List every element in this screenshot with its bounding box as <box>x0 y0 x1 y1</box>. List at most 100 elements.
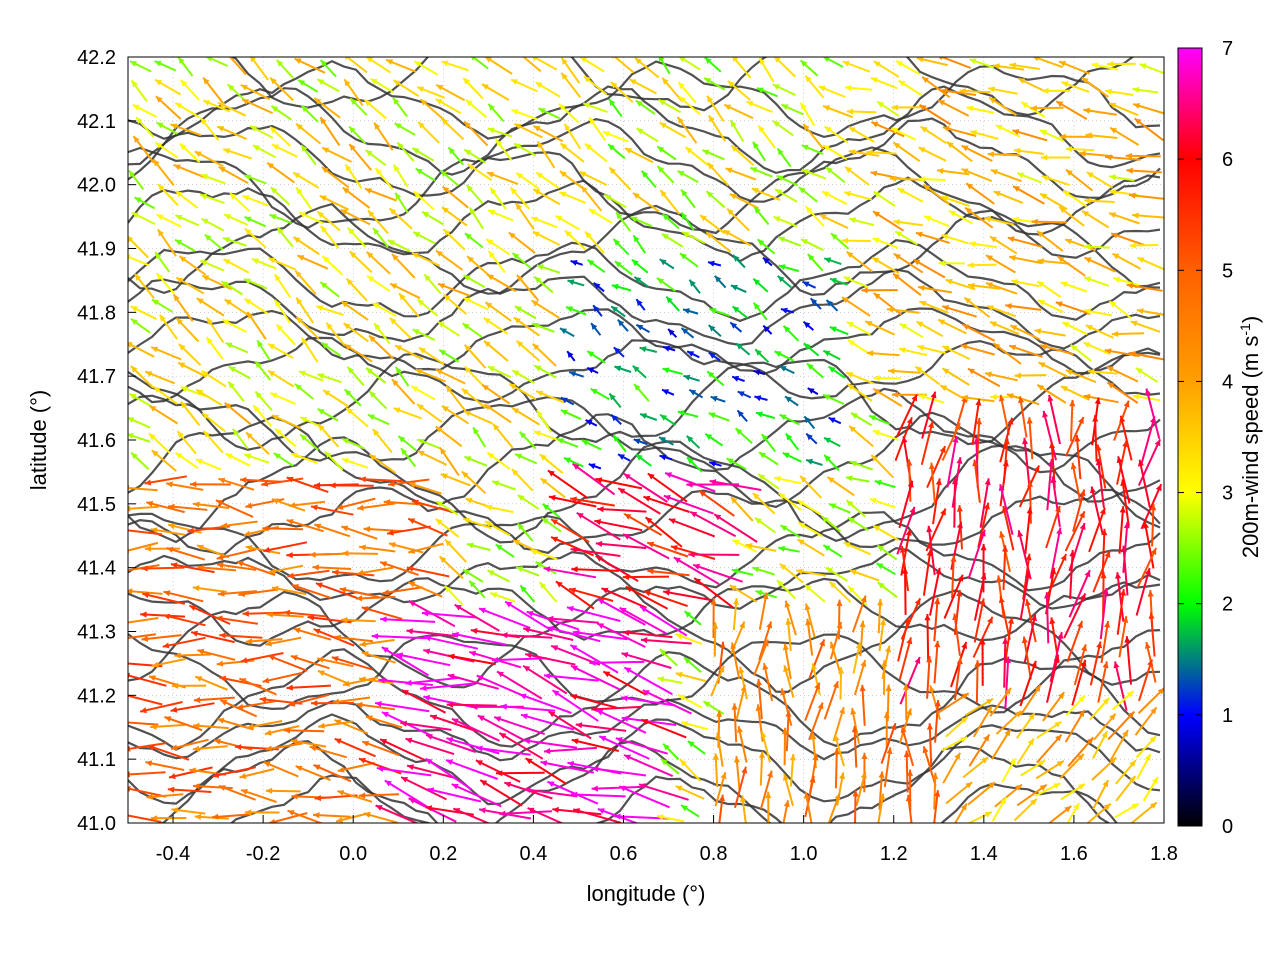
wind-arrow <box>411 147 435 162</box>
wind-arrow <box>754 348 770 363</box>
wind-arrow <box>803 415 816 430</box>
wind-arrow <box>300 337 319 363</box>
wind-arrow <box>438 349 460 363</box>
wind-arrow <box>486 451 511 470</box>
wind-arrow <box>317 669 351 686</box>
wind-arrow <box>992 63 1025 71</box>
wind-arrow <box>738 666 748 700</box>
wind-arrow <box>452 807 491 823</box>
wind-arrow <box>688 551 740 558</box>
wind-arrow <box>661 388 675 396</box>
wind-arrow <box>760 770 773 809</box>
wind-arrow <box>515 566 540 577</box>
wind-arrow <box>508 231 536 254</box>
wind-arrow <box>567 279 585 287</box>
wind-arrow <box>128 721 159 726</box>
wind-arrow <box>829 326 849 336</box>
wind-arrow <box>437 320 461 337</box>
wind-arrow <box>632 234 647 254</box>
wind-arrow <box>826 476 855 497</box>
wind-arrow <box>888 368 921 375</box>
wind-arrow <box>967 529 986 579</box>
wind-arrow <box>961 394 995 403</box>
wind-arrow <box>310 504 354 516</box>
wind-arrow <box>776 174 799 187</box>
wind-arrow <box>989 235 1018 255</box>
wind-arrow <box>131 211 156 225</box>
wind-arrow <box>586 258 606 274</box>
wind-arrow <box>907 769 914 811</box>
wind-arrow <box>612 238 630 256</box>
wind-arrow <box>622 533 670 560</box>
wind-arrow <box>487 127 513 138</box>
wind-arrow <box>1037 299 1064 314</box>
wind-arrow <box>310 700 354 707</box>
colorbar-ticks: 0 1 2 3 4 5 6 7 <box>1178 38 1233 838</box>
wind-arrow <box>532 188 561 206</box>
wind-arrow <box>256 339 271 361</box>
wind-arrow <box>661 213 680 230</box>
wind-arrow <box>392 97 408 118</box>
wind-arrow <box>153 385 178 405</box>
wind-arrow <box>410 385 436 401</box>
wind-arrow <box>511 108 538 121</box>
wind-arrow <box>167 523 202 534</box>
wind-arrow <box>195 458 222 471</box>
wind-arrow <box>372 227 389 248</box>
wind-arrow <box>412 190 435 211</box>
wind-arrow <box>658 98 682 114</box>
wind-arrow <box>900 726 915 767</box>
wind-arrow <box>967 282 1000 290</box>
wind-arrow <box>1106 365 1139 383</box>
wind-arrow <box>883 711 890 749</box>
wind-arrow <box>295 765 331 782</box>
wind-arrow <box>570 496 615 507</box>
x-axis-ticks: -0.4 -0.2 0.0 0.2 0.4 0.6 0.8 1.0 1.2 1.4 1.6 1.8 <box>156 815 1178 865</box>
wind-arrow <box>985 282 1018 295</box>
wind-arrow <box>174 190 199 209</box>
wind-arrow <box>1083 393 1119 404</box>
wind-arrow <box>828 502 851 514</box>
wind-arrow <box>411 251 441 267</box>
wind-arrow <box>166 481 204 491</box>
wind-arrow <box>829 621 843 660</box>
wind-arrow <box>236 699 277 710</box>
wind-arrow <box>968 241 997 249</box>
wind-arrow <box>1061 81 1090 93</box>
wind-arrow <box>318 720 354 729</box>
wind-arrow <box>417 450 448 466</box>
wind-arrow <box>801 144 824 156</box>
wind-arrow <box>1020 101 1046 118</box>
wind-arrow <box>991 728 1012 760</box>
wind-arrow <box>802 320 815 331</box>
y-tick-label: 41.1 <box>77 749 116 771</box>
wind-arrow <box>476 745 531 756</box>
wind-arrow <box>1120 479 1130 527</box>
wind-arrow <box>135 116 155 138</box>
wind-arrow <box>197 564 237 572</box>
wind-arrow <box>200 259 225 272</box>
wind-arrow <box>465 99 487 118</box>
wind-arrow <box>855 771 867 806</box>
wind-arrow <box>218 166 249 184</box>
wind-arrow <box>435 249 464 271</box>
wind-arrow <box>200 173 226 185</box>
wind-arrow <box>1065 168 1094 192</box>
wind-arrow <box>1042 691 1066 722</box>
wind-arrow <box>933 789 941 823</box>
wind-arrow <box>876 100 900 117</box>
wind-arrow <box>1084 256 1117 273</box>
wind-arrow <box>202 99 231 113</box>
wind-arrow <box>677 410 699 418</box>
wind-arrow <box>843 541 871 556</box>
wind-arrow <box>515 340 541 362</box>
wind-arrow <box>334 634 374 643</box>
wind-arrow <box>366 275 391 292</box>
wind-arrow <box>629 78 657 95</box>
wind-arrow <box>130 305 157 320</box>
wind-arrow <box>902 567 909 615</box>
wind-arrow <box>144 370 176 385</box>
y-axis-title: latitude (°) <box>26 390 51 491</box>
wind-arrow <box>572 808 622 823</box>
wind-arrow <box>964 697 994 717</box>
